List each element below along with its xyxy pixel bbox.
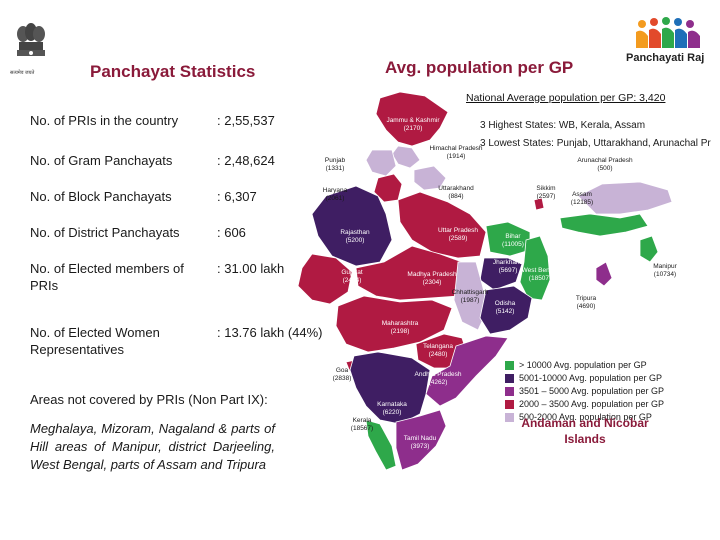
state-kerala	[365, 419, 397, 471]
stat-value: : 606	[217, 225, 246, 240]
state-tripura	[595, 261, 613, 287]
stat-value: : 2,55,537	[217, 113, 275, 128]
stat-value: : 6,307	[217, 189, 257, 204]
state-label-tamil-nadu: Tamil Nadu (3973)	[404, 435, 437, 450]
legend-swatch	[505, 374, 514, 383]
legend-swatch	[505, 400, 514, 409]
state-label-maharashtra: Maharashtra (2198)	[382, 320, 419, 335]
state-west-bengal	[519, 235, 551, 301]
state-labels: Jammu & Kashmir (2170) Himachal Pradesh (19…	[323, 117, 678, 450]
state-label-punjab: Punjab (1331)	[325, 157, 346, 172]
stat-value: : 2,48,624	[217, 153, 275, 168]
state-label-karnataka: Karnataka (6220)	[377, 401, 407, 416]
state-label-uttarakhand: Uttarakhand (884)	[438, 185, 474, 200]
legend-swatch	[505, 387, 514, 396]
state-label-goa: Goa (2838)	[333, 367, 352, 382]
map-title: Avg. population per GP	[385, 58, 574, 77]
state-jammu-and-kashmir	[375, 91, 449, 147]
non-part-ix-heading: Areas not covered by PRIs (Non Part IX):	[30, 392, 268, 407]
state-label-himachal-pradesh: Himachal Pradesh (1914)	[429, 145, 482, 160]
panchayati-raj-logo-icon	[636, 17, 700, 48]
state-label-west-bengal: West Bengal (18507)	[522, 267, 559, 282]
page-title: Panchayat Statistics	[90, 62, 256, 81]
stat-label: No. of Block Panchayats	[30, 189, 172, 204]
emblem-caption: सत्यमेव जयते	[10, 70, 35, 76]
state-label-madhya-pradesh: Madhya Pradesh (2304)	[407, 271, 457, 286]
state-label-telangana: Telangana (2480)	[423, 343, 453, 358]
legend-item: 5001-10000 Avg. population per GP	[505, 373, 715, 385]
state-label-gujarat: Gujarat (2474)	[341, 269, 363, 284]
lowest-states: 3 Lowest States: Punjab, Uttarakhand, Ar…	[480, 138, 711, 149]
legend-swatch	[505, 413, 514, 422]
stat-label: No. of Elected members of PRIs	[30, 261, 184, 293]
state-sikkim	[533, 197, 545, 211]
legend-item: 2000 – 3500 Avg. population per GP	[505, 399, 715, 411]
legend-swatch	[505, 361, 514, 370]
highest-states: 3 Highest States: WB, Kerala, Assam	[480, 120, 646, 131]
stat-label: No. of Gram Panchayats	[30, 153, 173, 168]
stat-value: : 31.00 lakh	[217, 261, 285, 276]
state-label-chhattisgarh: Chhattisgarh (1987)	[452, 289, 489, 304]
state-regions	[297, 91, 673, 471]
state-label-odisha: Odisha (5142)	[495, 300, 516, 315]
legend-label: 5001-10000 Avg. population per GP	[519, 373, 662, 383]
stat-label: No. of District Panchayats	[30, 225, 180, 240]
legend-label: > 10000 Avg. population per GP	[519, 360, 647, 370]
legend-item: 3501 – 5000 Avg. population per GP	[505, 386, 715, 398]
state-label-arunachal-pradesh: Arunachal Pradesh (500)	[577, 157, 633, 172]
state-label-tripura: Tripura (4690)	[576, 295, 597, 310]
state-label-kerala: Kerala (18567)	[351, 417, 373, 432]
state-arunachal-pradesh	[577, 181, 673, 215]
state-label-haryana: Haryana (2061)	[323, 187, 348, 202]
state-uttar-pradesh	[397, 191, 487, 259]
state-label-assam: Assam (12185)	[571, 191, 593, 206]
state-label-rajasthan: Rajasthan (5200)	[340, 229, 370, 244]
state-rajasthan	[311, 185, 393, 267]
state-label-manipur: Manipur (10734)	[653, 263, 677, 278]
legend-label: 2000 – 3500 Avg. population per GP	[519, 399, 664, 409]
state-himachal-pradesh	[391, 145, 421, 169]
state-uttarakhand	[413, 165, 447, 191]
logo-text: Panchayati Raj	[626, 52, 705, 64]
state-punjab	[365, 149, 397, 177]
legend-item: > 10000 Avg. population per GP	[505, 360, 715, 372]
state-maharashtra	[335, 295, 453, 353]
state-assam	[559, 213, 649, 237]
non-part-ix-text: Meghalaya, Mizoram, Nagaland & parts of …	[30, 421, 275, 472]
state-label-bihar: Bihar (11005)	[502, 233, 524, 248]
state-label-andhra-pradesh: Andhra Pradesh (4262)	[415, 371, 462, 386]
state-label-uttar-pradesh: Uttar Pradesh (2589)	[438, 227, 478, 242]
andaman-label: Andaman and Nicobar Islands	[521, 416, 649, 446]
state-label-jammu-and-kashmir: Jammu & Kashmir (2170)	[386, 117, 440, 132]
state-odisha	[479, 285, 533, 335]
stat-value: : 13.76 lakh (44%)	[217, 325, 323, 340]
legend-label: 500-2000 Avg. population per GP	[519, 412, 652, 422]
state-manipur	[639, 235, 659, 263]
stat-label: No. of PRIs in the country	[30, 113, 179, 128]
national-emblem-icon	[17, 23, 45, 56]
state-chhattisgarh	[453, 261, 489, 331]
state-tamil-nadu	[395, 409, 447, 471]
state-label-jharkhand: Jharkhand (5697)	[493, 259, 524, 274]
state-gujarat	[297, 253, 353, 305]
national-average: National Average population per GP: 3,42…	[466, 92, 666, 104]
state-andhra-pradesh	[425, 335, 509, 407]
legend-item: 500-2000 Avg. population per GP	[505, 412, 715, 424]
stat-label: No. of Elected Women Representatives	[30, 325, 160, 357]
legend-label: 3501 – 5000 Avg. population per GP	[519, 386, 664, 396]
state-label-sikkim: Sikkim (2597)	[536, 185, 555, 200]
